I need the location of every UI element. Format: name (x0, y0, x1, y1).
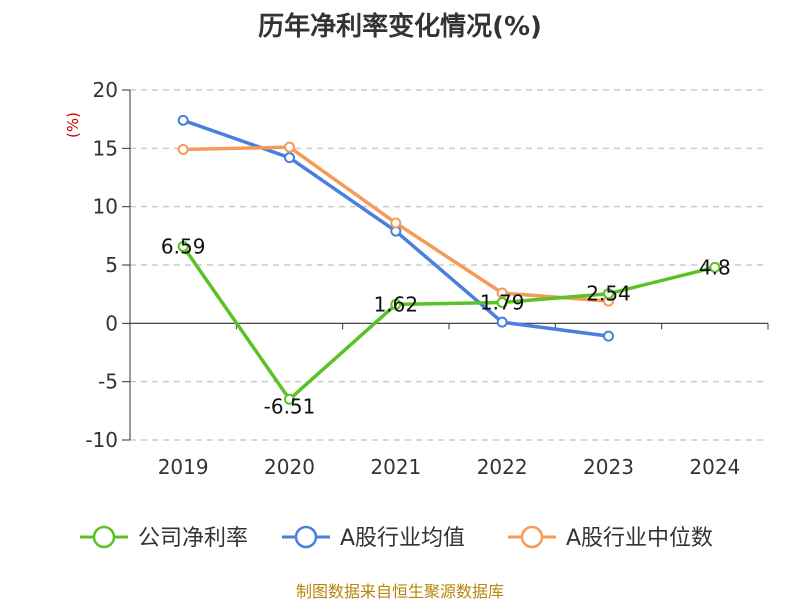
legend-marker-1 (294, 525, 318, 549)
series-point-0 (709, 261, 721, 273)
series-lines (181, 118, 716, 402)
x-tick-label-2022: 2022 (477, 455, 528, 479)
data-labels: 6.59 -6.51 1.62 1.79 2.54 4.8 (161, 234, 731, 418)
series-point-0 (390, 298, 402, 310)
data-label-2024: 4.8 (699, 255, 731, 279)
series-point-1 (603, 330, 614, 342)
x-tick-label-2023: 2023 (583, 455, 634, 479)
series-point-2 (177, 144, 189, 155)
series-point-1 (496, 316, 508, 328)
y-tick-label: 20 (93, 78, 118, 102)
series-points (177, 114, 721, 405)
y-tick-label: 5 (105, 253, 118, 277)
y-tick-label: -5 (98, 370, 118, 394)
y-tick-label: 0 (105, 311, 118, 335)
series-point-0 (496, 296, 508, 308)
legend-marker-2 (520, 525, 544, 549)
y-tick-label: 10 (93, 195, 118, 219)
source-note: 制图数据来自恒生聚源数据库 (295, 582, 504, 601)
grid (130, 89, 768, 441)
y-tick-label: 15 (93, 136, 118, 160)
y-tick-label: -10 (85, 428, 118, 452)
data-label-2023: 2.54 (586, 282, 631, 306)
series-point-1 (284, 152, 295, 164)
x-tick-label-2021: 2021 (370, 455, 421, 479)
x-tick-label-2024: 2024 (689, 455, 740, 479)
y-axis-unit-label: (%) (64, 112, 82, 138)
data-label-2020: -6.51 (264, 394, 316, 418)
chart-title: 历年净利率变化情况(%) (258, 12, 542, 42)
data-label-2021: 1.62 (374, 292, 419, 316)
legend-label-1: A股行业均值 (340, 526, 465, 551)
x-tick-label-2020: 2020 (264, 455, 315, 479)
series-point-2 (390, 217, 402, 229)
series-point-0 (603, 288, 614, 300)
legend: 公司净利率 A股行业均值 A股行业中位数 (80, 525, 713, 551)
ticks: -10 -5 0 5 10 15 20 2019 2020 2021 2022 2023 2024 (85, 78, 769, 479)
data-label-2022: 1.79 (480, 290, 525, 314)
legend-label-0: 公司净利率 (138, 526, 248, 551)
series-point-0 (177, 240, 189, 252)
data-label-2019: 6.59 (161, 234, 206, 258)
series-point-1 (177, 114, 189, 126)
series-point-2 (284, 141, 295, 153)
legend-marker-0 (92, 525, 116, 549)
series-line-0 (181, 245, 716, 402)
x-tick-label-2019: 2019 (158, 455, 209, 479)
series-point-0 (284, 393, 295, 405)
legend-label-2: A股行业中位数 (566, 526, 713, 551)
